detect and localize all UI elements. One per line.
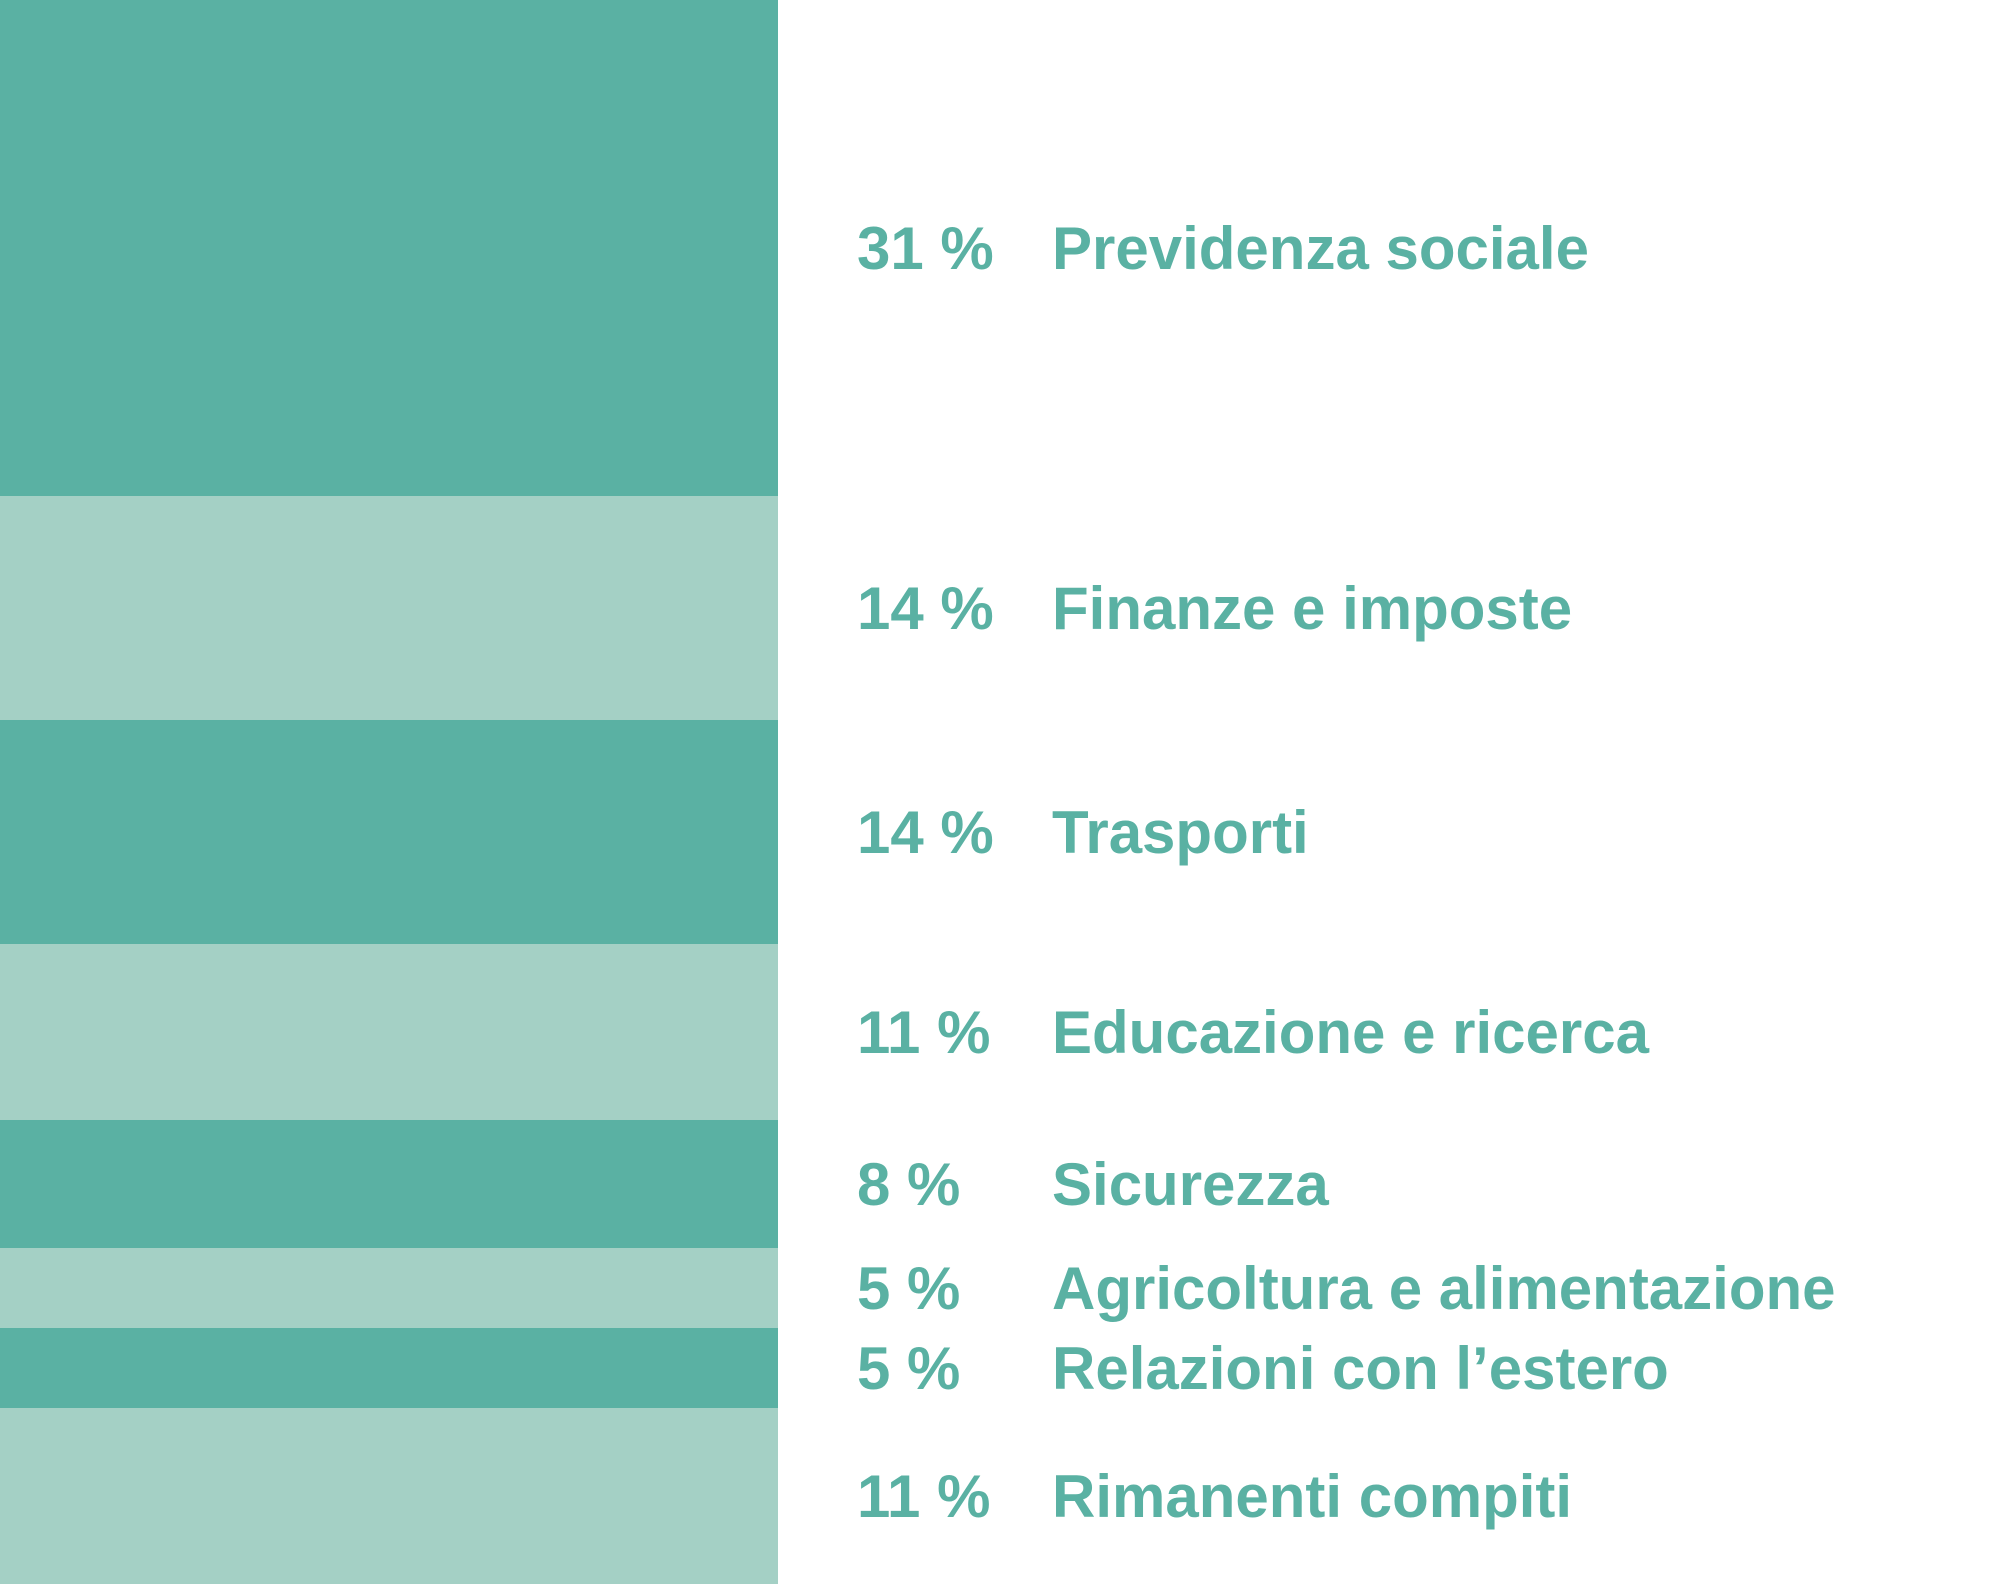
category-label: Agricoltura e alimentazione [1052, 1255, 1836, 1322]
value-label: 14 % [857, 575, 994, 642]
bar-segment [0, 1408, 778, 1584]
category-label: Finanze e imposte [1052, 575, 1572, 642]
category-label: Relazioni con l’estero [1052, 1335, 1669, 1402]
bar-segment [0, 944, 778, 1121]
category-label: Trasporti [1052, 799, 1309, 866]
bar-segment [0, 1328, 778, 1409]
value-label: 31 % [857, 215, 994, 282]
bar-segment [0, 0, 778, 497]
value-label: 11 % [857, 999, 990, 1066]
bar-segment [0, 720, 778, 945]
value-label: 5 % [857, 1335, 960, 1402]
category-label: Previdenza sociale [1052, 215, 1589, 282]
category-label: Educazione e ricerca [1052, 999, 1650, 1066]
bar-segment [0, 1248, 778, 1329]
category-label: Rimanenti compiti [1052, 1463, 1572, 1530]
bar-segment [0, 496, 778, 721]
value-label: 8 % [857, 1151, 960, 1218]
bar-segment [0, 1120, 778, 1249]
value-label: 11 % [857, 1463, 990, 1530]
value-label: 5 % [857, 1255, 960, 1322]
value-label: 14 % [857, 799, 994, 866]
category-label: Sicurezza [1052, 1151, 1329, 1218]
